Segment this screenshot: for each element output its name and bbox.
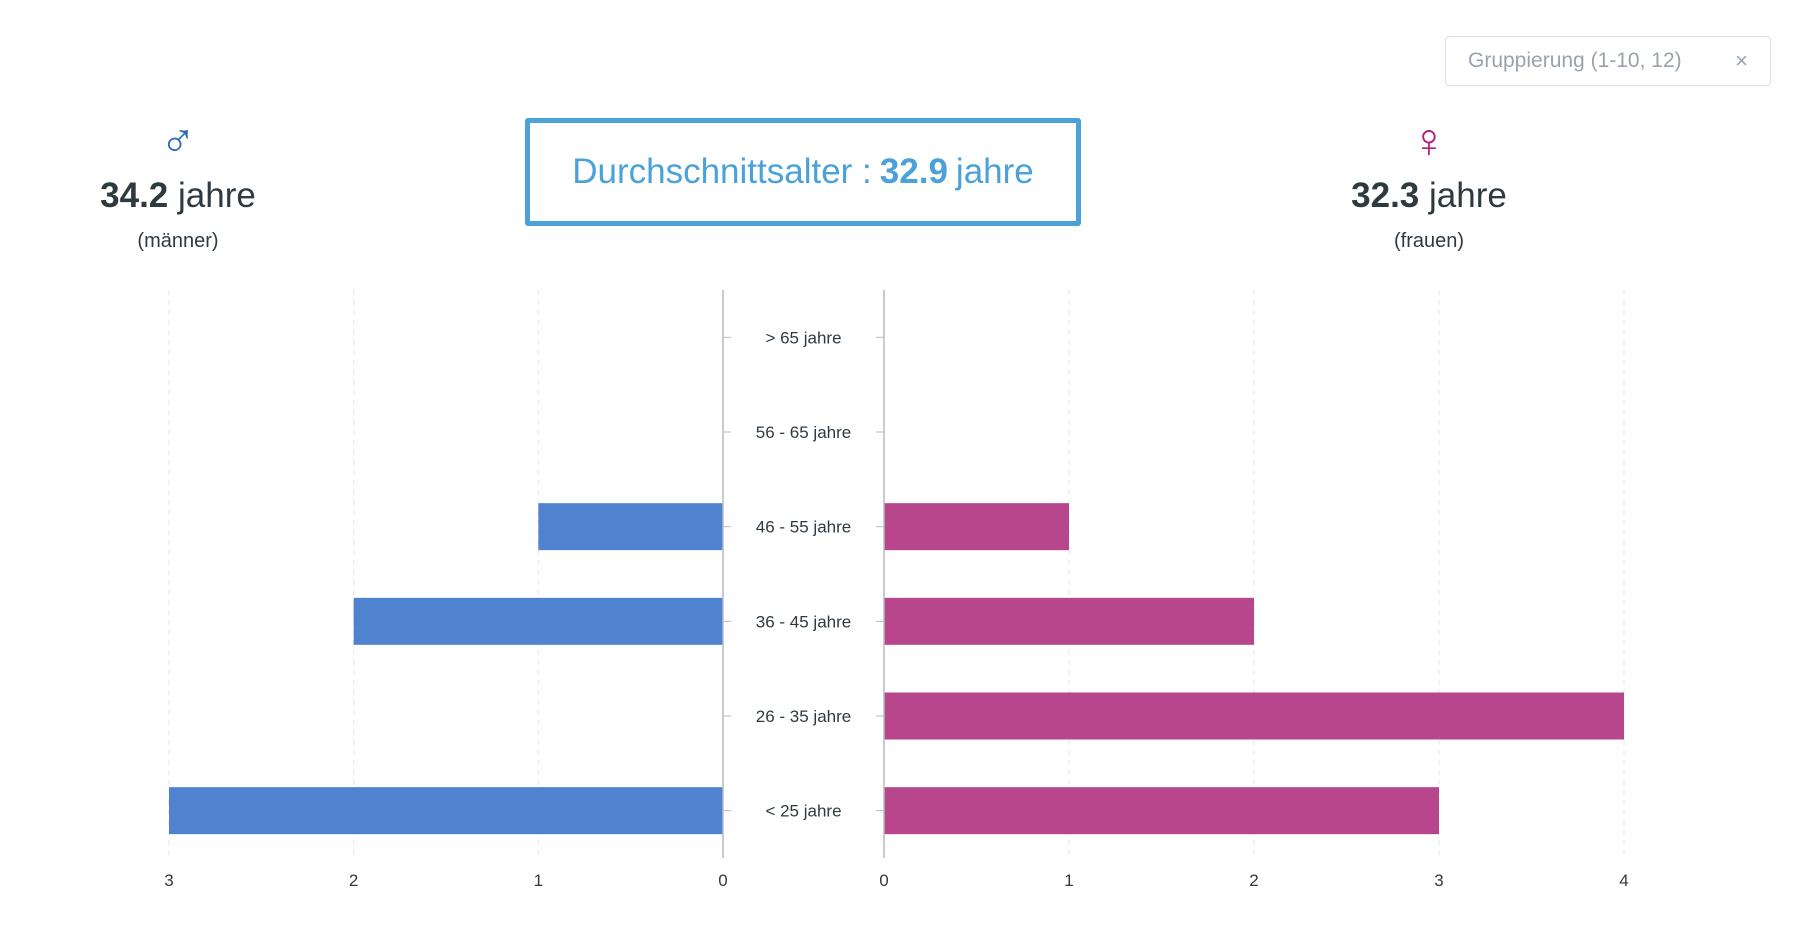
female-bar xyxy=(884,692,1624,740)
average-age-label: Durchschnittsalter : xyxy=(572,152,872,191)
average-age-box: Durchschnittsalter : 32.9 jahre xyxy=(525,118,1081,226)
category-label: 56 - 65 jahre xyxy=(756,423,851,442)
grouping-label: Gruppierung (1-10, 12) xyxy=(1468,49,1682,72)
female-average-age: 32.3 jahre xyxy=(1299,176,1559,216)
right-tick-label: 2 xyxy=(1249,871,1258,890)
male-bar xyxy=(169,787,723,835)
male-summary: ♂ 34.2 jahre (männer) xyxy=(48,118,308,253)
category-label: < 25 jahre xyxy=(765,802,841,821)
category-label: 46 - 55 jahre xyxy=(756,518,851,537)
right-tick-label: 1 xyxy=(1064,871,1073,890)
category-label: > 65 jahre xyxy=(765,328,841,347)
category-label: 36 - 45 jahre xyxy=(756,612,851,631)
female-icon: ♀ xyxy=(1411,115,1447,168)
male-icon: ♂ xyxy=(160,115,196,168)
grouping-select[interactable]: Gruppierung (1-10, 12) × xyxy=(1445,36,1771,86)
female-bar xyxy=(884,503,1069,551)
female-label: (frauen) xyxy=(1393,230,1465,252)
male-age-value: 34.2 xyxy=(100,176,169,215)
left-tick-label: 3 xyxy=(164,871,173,890)
female-bar xyxy=(884,787,1439,835)
left-tick-label: 1 xyxy=(534,871,543,890)
male-bar xyxy=(538,503,723,551)
male-age-unit: jahre xyxy=(178,176,256,215)
right-tick-label: 3 xyxy=(1434,871,1443,890)
category-label: 26 - 35 jahre xyxy=(756,707,851,726)
close-icon[interactable]: × xyxy=(1735,48,1748,73)
left-tick-label: 0 xyxy=(718,871,727,890)
female-summary: ♀ 32.3 jahre (frauen) xyxy=(1299,118,1559,253)
average-age-unit: jahre xyxy=(955,152,1034,191)
male-bar xyxy=(353,597,723,645)
right-tick-label: 4 xyxy=(1619,871,1628,890)
average-age-value: 32.9 xyxy=(879,152,948,191)
right-tick-label: 0 xyxy=(879,871,888,890)
male-average-age: 34.2 jahre xyxy=(48,176,308,216)
female-age-unit: jahre xyxy=(1429,176,1507,215)
female-bar xyxy=(884,597,1254,645)
female-age-value: 32.3 xyxy=(1351,176,1420,215)
male-label: (männer) xyxy=(137,230,219,252)
left-tick-label: 2 xyxy=(349,871,358,890)
